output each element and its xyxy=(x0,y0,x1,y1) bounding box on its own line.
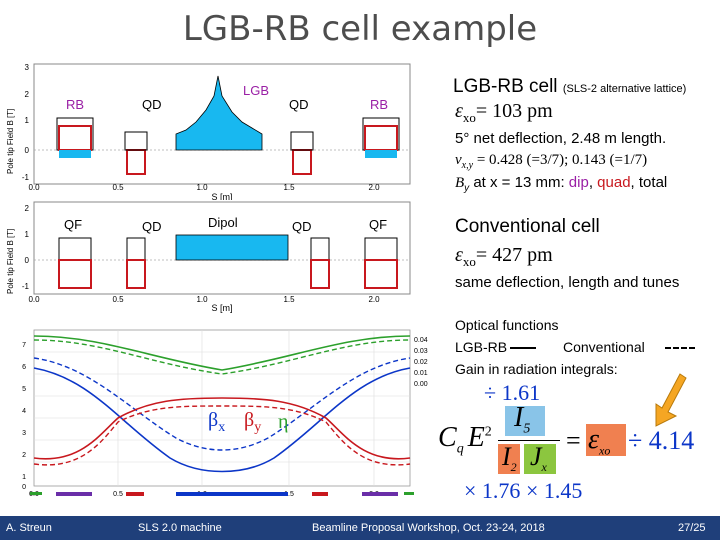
tune-line: νx,y = 0.428 (=3/7); 0.143 (=1/7) xyxy=(455,152,648,171)
solid-line-sample xyxy=(510,347,536,349)
dashed-line-sample xyxy=(665,347,695,349)
xtick: 0.5 xyxy=(112,183,124,192)
legend-eta: η xyxy=(278,411,288,433)
ytick-right: 0.02 xyxy=(414,359,428,366)
ytick: 1 xyxy=(25,230,30,239)
xtick: 0.0 xyxy=(28,295,40,304)
ytick: -1 xyxy=(22,282,30,291)
conv-heading: Conventional cell xyxy=(455,216,600,237)
ytick-right: 0.01 xyxy=(414,370,428,377)
x-axis-label: S [m] xyxy=(211,192,232,200)
y-axis-label: Pole tip Field B [T] xyxy=(6,229,15,294)
lgb-rb-legend: LGB-RB xyxy=(455,339,508,355)
ytick-left: 6 xyxy=(22,364,26,371)
ytick: 0 xyxy=(25,146,30,155)
optics-plot: 7 6 5 4 3 2 1 0 0.04 0.03 0.02 0.01 0.00… xyxy=(22,329,428,498)
conventional-field-plot: 2 1 0 -1 Pole tip Field B [T] 0.0 0.5 1.… xyxy=(6,201,411,313)
rb-left-label: RB xyxy=(66,97,84,112)
ytick-left: 7 xyxy=(22,342,26,349)
formula-eq: = xyxy=(566,426,581,455)
qd-left-label: QD xyxy=(142,219,162,234)
footer: A. Streun SLS 2.0 machine Beamline Propo… xyxy=(0,516,720,540)
jx-box xyxy=(524,444,556,474)
xtick: 0.5 xyxy=(113,491,123,498)
lgb-label: LGB xyxy=(243,83,269,98)
ytick-left: 4 xyxy=(22,408,26,415)
arrow-icon xyxy=(655,373,687,427)
deflection-line: 5° net deflection, 2.48 m length. xyxy=(455,130,667,147)
xtick: 2.0 xyxy=(368,183,380,192)
ytick: 1 xyxy=(25,116,30,125)
footer-page: 27/25 xyxy=(678,522,706,534)
fraction-bar xyxy=(498,440,560,441)
conv-note: same deflection, length and tunes xyxy=(455,274,680,291)
slide-title: LGB-RB cell example xyxy=(182,9,538,49)
ytick: 0 xyxy=(25,256,30,265)
factor-i5: ÷ 1.61 xyxy=(484,380,541,405)
ytick-left: 2 xyxy=(22,452,26,459)
lgb-heading-note: (SLS-2 alternative lattice) xyxy=(562,83,687,95)
factor-eps: ÷ 4.14 xyxy=(628,426,695,455)
factor-i2: × 1.76 xyxy=(464,478,521,503)
legend-beta-y: β xyxy=(244,409,254,431)
formula-i5: I5 xyxy=(514,402,531,437)
legend-beta-x: β xyxy=(208,409,218,431)
xtick: 1.5 xyxy=(283,183,295,192)
formula-eps: εxo xyxy=(588,424,611,458)
footer-machine: SLS 2.0 machine xyxy=(138,522,222,534)
by-line: By at x = 13 mm: dip, quad, total xyxy=(455,174,668,194)
qf-right-label: QF xyxy=(369,217,387,232)
formula-cq: Cq E2 xyxy=(438,422,492,457)
lgb-emittance: εxo= 103 pm xyxy=(455,100,553,125)
svg-text:βy: βy xyxy=(244,409,261,435)
ytick: 2 xyxy=(25,204,30,213)
factor-jx: × 1.45 xyxy=(526,478,583,503)
legend-beta-x-sub: x xyxy=(218,420,225,435)
xtick: 2.0 xyxy=(368,295,380,304)
lattice-strip xyxy=(30,492,414,496)
ytick-left: 1 xyxy=(22,474,26,481)
ytick-right: 0.04 xyxy=(414,337,428,344)
x-axis-label: S [m] xyxy=(211,303,232,313)
xtick: 1.0 xyxy=(196,183,208,192)
formula-i2: I2 xyxy=(502,442,517,475)
qd-right-label: QD xyxy=(289,97,309,112)
ytick-right: 0.03 xyxy=(414,348,428,355)
xtick: 1.0 xyxy=(196,295,208,304)
y-axis-label: Pole tip Field B [T] xyxy=(6,109,15,174)
footer-author: A. Streun xyxy=(6,522,52,534)
rb-right-label: RB xyxy=(370,97,388,112)
qf-left-label: QF xyxy=(64,217,82,232)
optical-title: Optical functions xyxy=(455,317,559,333)
i2-box xyxy=(498,444,520,474)
xtick: 1.5 xyxy=(284,491,294,498)
ytick-left: 5 xyxy=(22,386,26,393)
conventional-legend: Conventional xyxy=(563,339,645,355)
qd-right-label: QD xyxy=(292,219,312,234)
dipol-label: Dipol xyxy=(208,215,238,230)
legend-beta-y-sub: y xyxy=(254,420,261,435)
ytick: 2 xyxy=(25,90,30,99)
ytick: -1 xyxy=(22,173,30,182)
xtick: 0.5 xyxy=(112,295,124,304)
ytick-right: 0.00 xyxy=(414,381,428,388)
ytick-left: 3 xyxy=(22,430,26,437)
footer-event: Beamline Proposal Workshop, Oct. 23-24, … xyxy=(312,522,545,534)
lgb-field-plot: 3 2 1 0 -1 Pole tip Field B [T] 0.0 0.5 … xyxy=(6,63,411,200)
xtick: 1.5 xyxy=(283,295,295,304)
lgb-heading: LGB-RB cell (SLS-2 alternative lattice) xyxy=(453,76,687,97)
formula-jx: Jx xyxy=(530,442,547,475)
qd-left-label: QD xyxy=(142,97,162,112)
eps-box xyxy=(586,424,626,456)
i5-box xyxy=(505,406,545,436)
ytick-left: 0 xyxy=(22,484,26,491)
svg-text:βx: βx xyxy=(208,409,225,435)
xtick: 0.0 xyxy=(28,183,40,192)
gain-line: Gain in radiation integrals: xyxy=(455,361,618,377)
conv-emittance: εxo= 427 pm xyxy=(455,244,553,269)
ytick: 3 xyxy=(25,63,30,72)
